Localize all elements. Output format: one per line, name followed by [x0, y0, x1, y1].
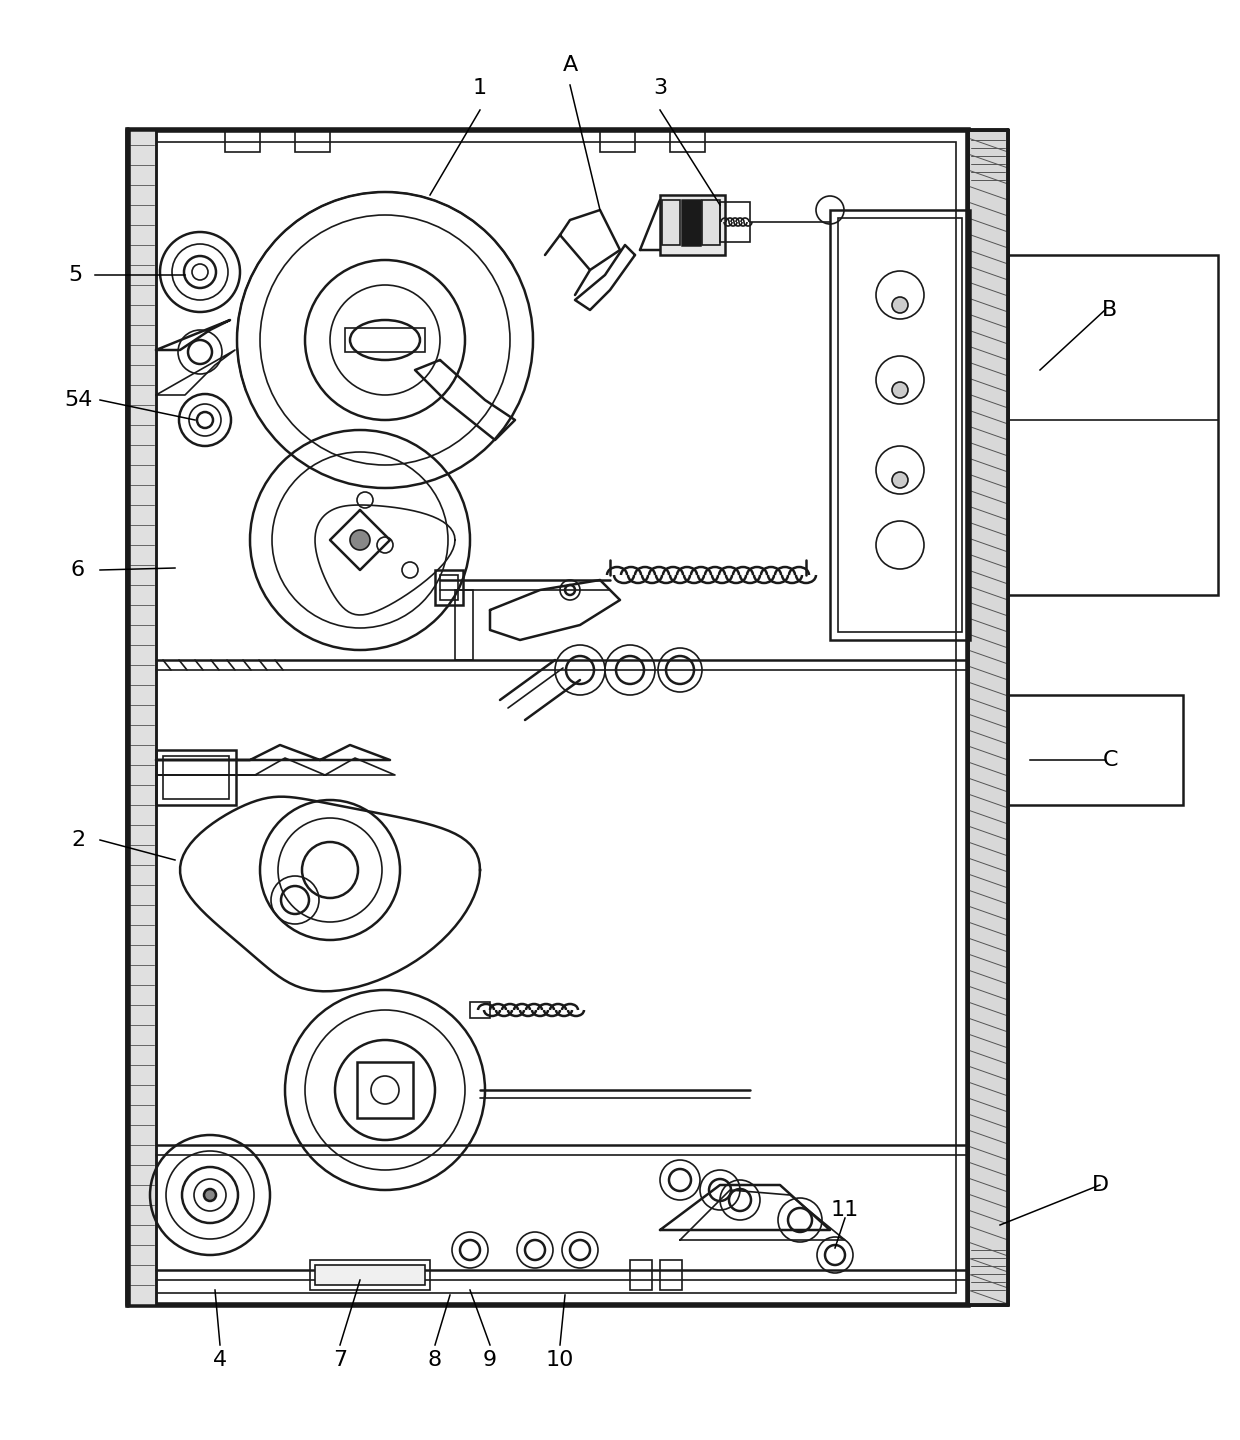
Circle shape	[892, 382, 908, 397]
Bar	[224, 130, 260, 153]
Bar	[345, 328, 425, 351]
Bar	[310, 1260, 430, 1290]
Text: A: A	[563, 55, 578, 75]
Text: 1: 1	[472, 78, 487, 98]
Text: D: D	[1091, 1175, 1109, 1195]
Bar	[435, 570, 463, 605]
Bar	[630, 1260, 652, 1290]
Bar	[357, 1063, 413, 1117]
Bar	[1008, 696, 1183, 805]
Bar	[140, 143, 956, 1293]
Bar	[670, 130, 706, 153]
Text: 11: 11	[831, 1200, 859, 1220]
Bar	[128, 130, 968, 1305]
Bar	[682, 200, 701, 245]
Bar	[720, 202, 750, 242]
Bar	[968, 130, 1008, 1305]
Bar	[295, 130, 330, 153]
Text: C: C	[1102, 750, 1117, 770]
Circle shape	[892, 297, 908, 312]
Circle shape	[350, 530, 370, 550]
Text: 5: 5	[68, 265, 82, 285]
Bar	[440, 575, 458, 600]
Bar	[838, 217, 962, 632]
Bar	[455, 590, 472, 660]
Bar	[470, 1002, 490, 1018]
Text: 8: 8	[428, 1351, 443, 1369]
Bar	[662, 200, 680, 245]
Text: 10: 10	[546, 1351, 574, 1369]
Bar	[702, 200, 720, 245]
Bar	[1008, 255, 1218, 595]
Text: 6: 6	[71, 560, 86, 580]
Text: 4: 4	[213, 1351, 227, 1369]
Text: 7: 7	[332, 1351, 347, 1369]
Bar	[128, 130, 156, 1305]
Text: 54: 54	[63, 390, 92, 410]
Text: B: B	[1102, 300, 1117, 320]
Text: 3: 3	[653, 78, 667, 98]
Bar	[156, 750, 236, 805]
Bar	[600, 130, 635, 153]
Circle shape	[892, 472, 908, 488]
Circle shape	[205, 1189, 216, 1201]
Text: 2: 2	[71, 829, 86, 850]
Bar	[660, 1260, 682, 1290]
Bar	[162, 756, 229, 799]
Text: 9: 9	[482, 1351, 497, 1369]
Bar	[660, 194, 725, 255]
Bar	[315, 1264, 425, 1284]
Bar	[830, 210, 970, 639]
